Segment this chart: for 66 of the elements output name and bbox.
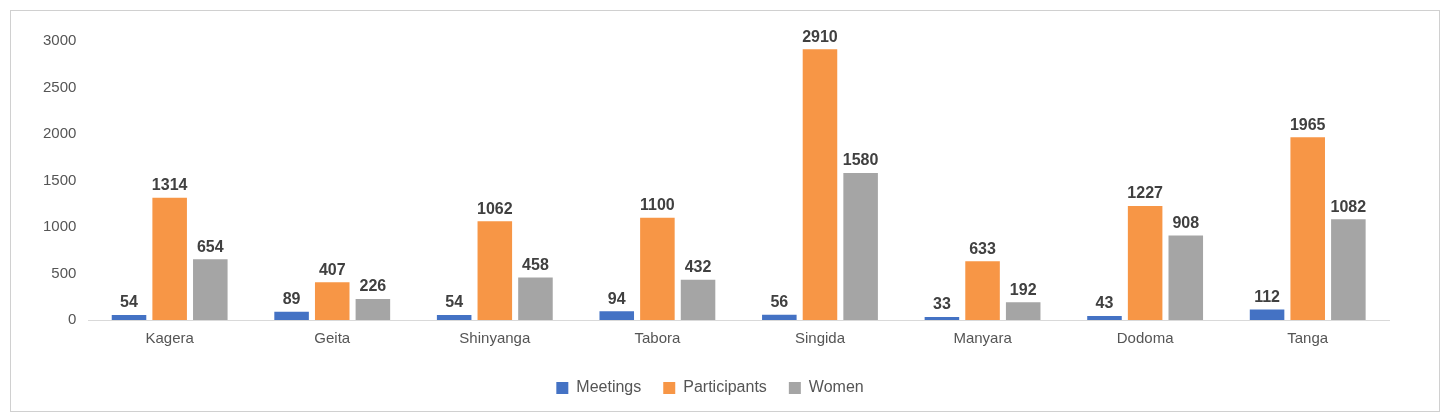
- x-tick-label: Dodoma: [1116, 329, 1175, 347]
- data-label: 2910: [802, 27, 838, 45]
- bar: [1249, 309, 1285, 320]
- bar: [477, 221, 513, 320]
- bar: [680, 279, 716, 320]
- legend-label: Participants: [683, 378, 767, 396]
- data-label: 1227: [1127, 184, 1164, 202]
- x-tick-label: Shinyanga: [459, 329, 531, 347]
- bar: [314, 282, 350, 320]
- bar: [843, 173, 878, 320]
- data-label: 1580: [842, 151, 879, 169]
- data-label: 908: [1172, 213, 1200, 231]
- legend-label: Women: [808, 378, 864, 396]
- bar: [436, 314, 472, 320]
- bar: [518, 277, 553, 320]
- data-label: 432: [684, 258, 712, 276]
- x-tick-label: Tanga: [1287, 329, 1329, 347]
- bar: [274, 311, 309, 320]
- data-label: 1062: [477, 199, 513, 217]
- bar: [1331, 219, 1366, 320]
- data-label: 458: [522, 255, 549, 273]
- data-label: 43: [1095, 294, 1114, 312]
- legend-label: Meetings: [576, 378, 642, 396]
- bar: [965, 261, 1000, 320]
- x-tick-label: Tabora: [634, 329, 681, 347]
- data-label: 54: [120, 293, 139, 311]
- y-tick-label: 0: [68, 310, 77, 328]
- bar: [355, 298, 391, 320]
- bar: [152, 197, 187, 320]
- bar: [1005, 302, 1041, 320]
- data-label: 89: [282, 290, 301, 308]
- data-label: 226: [359, 277, 387, 295]
- y-tick-label: 3000: [42, 31, 77, 49]
- x-tick-label: Geita: [314, 329, 351, 347]
- bar: [1087, 316, 1122, 320]
- data-label: 33: [933, 295, 951, 313]
- bar: [1168, 235, 1204, 320]
- y-tick-label: 1000: [42, 217, 77, 235]
- data-label: 633: [969, 239, 996, 257]
- data-label: 56: [770, 293, 789, 311]
- data-label: 54: [445, 293, 464, 311]
- x-tick-label: Manyara: [953, 329, 1013, 347]
- data-label: 192: [1009, 280, 1037, 298]
- bar: [1127, 205, 1163, 320]
- y-tick-label: 2000: [42, 124, 77, 142]
- y-tick-label: 500: [51, 263, 77, 281]
- bar: [924, 316, 960, 320]
- bar: [762, 314, 797, 320]
- x-tick-label: Kagera: [145, 329, 195, 347]
- data-label: 407: [318, 260, 346, 278]
- data-label: 654: [196, 237, 224, 255]
- bar: [193, 259, 228, 320]
- data-label: 1314: [151, 176, 188, 194]
- data-label: 1100: [640, 196, 675, 214]
- bar: [111, 314, 147, 320]
- data-label: 1965: [1289, 115, 1326, 133]
- y-tick-label: 1500: [42, 170, 77, 188]
- data-label: 94: [607, 289, 626, 307]
- bar: [802, 49, 838, 320]
- y-tick-label: 2500: [42, 77, 77, 95]
- bar: [640, 217, 675, 320]
- bar: [1290, 137, 1325, 320]
- bar: [599, 311, 635, 320]
- x-tick-label: Singida: [794, 329, 846, 347]
- data-label: 1082: [1330, 197, 1367, 215]
- data-label: 112: [1254, 287, 1281, 305]
